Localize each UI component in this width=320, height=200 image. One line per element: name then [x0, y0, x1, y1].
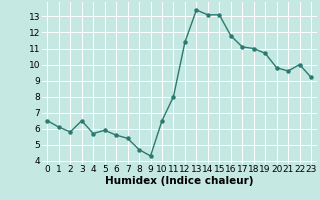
X-axis label: Humidex (Indice chaleur): Humidex (Indice chaleur) — [105, 176, 253, 186]
